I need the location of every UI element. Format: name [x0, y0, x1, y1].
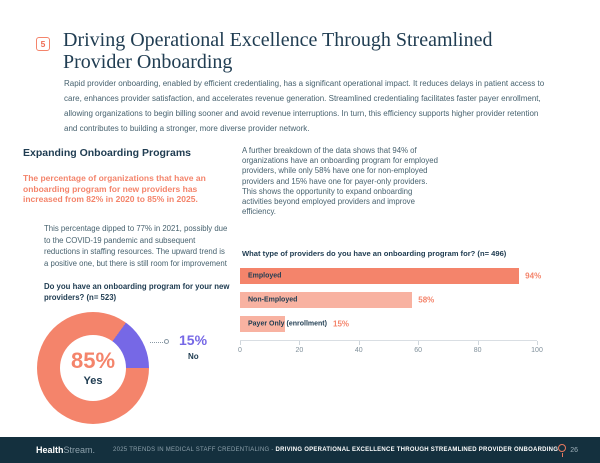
bar-fill — [240, 268, 520, 284]
x-axis-tick — [477, 341, 479, 345]
bar-category-label: Non-Employed — [248, 296, 298, 304]
right-body-text: A further breakdown of the data shows th… — [242, 146, 438, 217]
x-axis-tick — [418, 341, 420, 345]
footer-section-name: DRIVING OPERATIONAL EXCELLENCE THROUGH S… — [275, 447, 559, 453]
healthstream-logo: HealthStream. — [36, 445, 95, 455]
bar-value-label: 94% — [525, 271, 542, 281]
x-axis-tick — [240, 341, 241, 345]
x-axis: 0 20 40 60 80 100 — [238, 340, 543, 360]
footer-doc-title: 2025 TRENDS IN MEDICAL STAFF CREDENTIALI… — [113, 447, 558, 453]
bar-row: Non-Employed 58% — [240, 292, 537, 308]
donut-callout-label: No — [188, 352, 199, 361]
bar-category-label: Payer Only (enrollment) — [248, 320, 327, 328]
left-column-heading: Expanding Onboarding Programs — [23, 147, 192, 159]
callout-connector-line — [150, 342, 165, 343]
section-number: 5 — [40, 39, 46, 49]
bar-category-label: Employed — [248, 272, 282, 280]
section-number-badge: 5 — [36, 37, 50, 51]
callout-marker-icon — [164, 339, 169, 344]
intro-paragraph: Rapid provider onboarding, enabled by ef… — [64, 79, 545, 133]
bar-row: Payer Only (enrollment) 15% — [240, 316, 537, 332]
x-axis-tick — [299, 341, 301, 345]
page-number: 26 — [570, 446, 578, 454]
donut-chart — [37, 312, 149, 424]
donut-callout-value: 15% — [179, 332, 208, 348]
donut-chart-question: Do you have an onboarding program for yo… — [44, 282, 230, 302]
logo-text-light: Stream. — [63, 445, 96, 455]
bar-chart-question: What type of providers do you have an on… — [242, 249, 507, 258]
x-axis-tick-label: 80 — [473, 347, 482, 354]
bar-row: Employed 94% — [240, 268, 541, 284]
footer-separator: - — [269, 447, 276, 453]
bar-fill — [240, 316, 285, 332]
footer-pin-icon — [558, 443, 567, 457]
x-axis-tick-label: 20 — [295, 347, 304, 354]
logo-text-bold: Health — [36, 445, 64, 455]
footer-bar: HealthStream. 2025 TRENDS IN MEDICAL STA… — [0, 437, 600, 463]
x-axis-tick — [358, 341, 360, 345]
x-axis-tick-label: 0 — [238, 347, 242, 354]
bar-value-label: 58% — [418, 295, 435, 305]
left-body-text: This percentage dipped to 77% in 2021, p… — [44, 224, 228, 268]
x-axis-tick-label: 60 — [414, 347, 423, 354]
x-axis-tick — [537, 341, 538, 345]
highlight-statement: The percentage of organizations that hav… — [23, 173, 206, 204]
bar-fill — [240, 292, 413, 308]
x-axis-tick-label: 40 — [354, 347, 363, 354]
bar-chart: Employed 94% Non-Employed 58% Payer Only… — [238, 268, 543, 360]
x-axis-tick-label: 100 — [531, 347, 543, 354]
page-title: Driving Operational Excellence Through S… — [63, 29, 493, 73]
footer-report-name: 2025 TRENDS IN MEDICAL STAFF CREDENTIALI… — [113, 447, 270, 453]
bar-value-label: 15% — [333, 319, 350, 329]
